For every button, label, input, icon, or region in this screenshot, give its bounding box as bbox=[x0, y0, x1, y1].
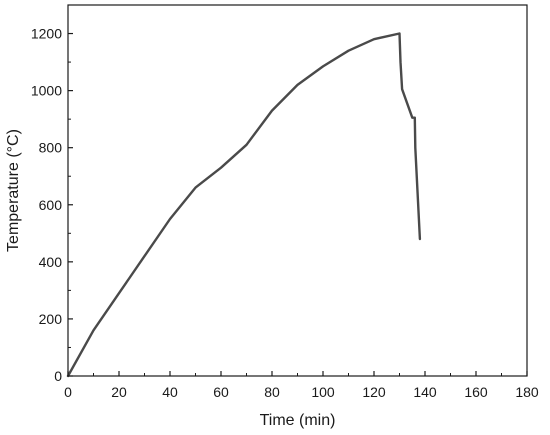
series-layer bbox=[66, 32, 422, 378]
y-tick-label: 200 bbox=[39, 311, 63, 327]
x-tick-label: 0 bbox=[64, 384, 72, 400]
x-axis-title: Time (min) bbox=[260, 412, 336, 429]
y-tick-label: 0 bbox=[54, 368, 62, 384]
temperature-series-line bbox=[66, 32, 422, 378]
x-tick-label: 160 bbox=[464, 384, 488, 400]
y-tick-label: 1200 bbox=[31, 26, 62, 42]
x-tick-label: 80 bbox=[264, 384, 280, 400]
x-tick-label: 120 bbox=[362, 384, 386, 400]
ticks-layer bbox=[67, 4, 528, 377]
y-tick-label: 400 bbox=[39, 254, 63, 270]
y-tick-label: 600 bbox=[39, 197, 63, 213]
x-tick-label: 40 bbox=[162, 384, 178, 400]
y-axis-title: Temperature (°C) bbox=[5, 129, 22, 252]
x-tick-label: 60 bbox=[213, 384, 229, 400]
x-tick-label: 100 bbox=[311, 384, 335, 400]
plot-area-frame bbox=[67, 4, 528, 377]
x-tick-label: 140 bbox=[413, 384, 437, 400]
y-tick-label: 1000 bbox=[31, 83, 62, 99]
y-tick-label: 800 bbox=[39, 140, 63, 156]
x-tick-label: 180 bbox=[515, 384, 539, 400]
x-tick-label: 20 bbox=[111, 384, 127, 400]
tick-labels-layer: 0 20 40 60 80 100 120 140 160 180 0 200 400 600 800 100… bbox=[31, 26, 539, 400]
